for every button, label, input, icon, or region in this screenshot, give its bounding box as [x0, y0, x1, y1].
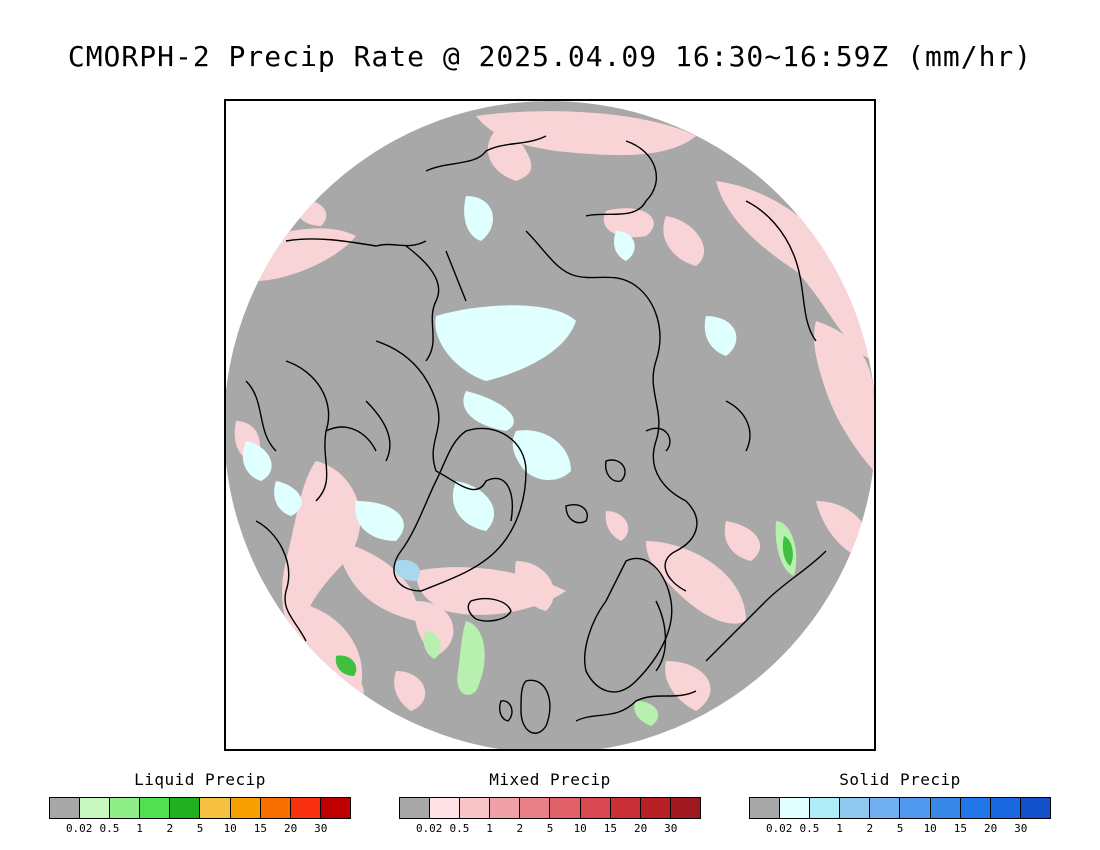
legend-ticks: 0.02 0.5 1 2 5 10 15 20 30: [749, 822, 1051, 836]
legend-swatch: [80, 798, 111, 818]
legend-tick-label: 1: [486, 822, 493, 835]
legend-tick-label: 0.02: [65, 822, 93, 835]
legend-tick-label: 0.5: [99, 822, 120, 835]
legend-tick-label: 10: [923, 822, 937, 835]
legend-swatch: [460, 798, 491, 818]
legend-ticks: 0.02 0.5 1 2 5 10 15 20 30: [399, 822, 701, 836]
legend-tick-label: 20: [283, 822, 298, 835]
legend-title: Solid Precip: [839, 770, 961, 789]
legend-swatch: [520, 798, 551, 818]
legend-tick-label: 15: [253, 822, 268, 835]
legend-swatch: [230, 798, 261, 818]
polar-map-frame: [224, 99, 876, 751]
legend-swatch: [110, 798, 141, 818]
legend-colorbar: [749, 797, 1051, 819]
legend-swatch: [670, 798, 700, 818]
legend-tick-label: 2: [516, 822, 524, 835]
legend-swatch: [140, 798, 171, 818]
legend-swatch: [750, 798, 781, 818]
legend-liquid-precip: Liquid Precip 0.02 0.5 1 2 5 10 15 20 30: [49, 770, 351, 836]
legend-swatch: [320, 798, 350, 818]
legend-tick-label: 1: [136, 822, 143, 835]
legend-tick-label: 0.5: [799, 822, 820, 835]
legend-title: Liquid Precip: [134, 770, 266, 789]
legend-colorbar: [49, 797, 351, 819]
legend-swatch: [900, 798, 931, 818]
legend-swatch: [610, 798, 641, 818]
legend-swatch: [430, 798, 461, 818]
legend-tick-label: 30: [1014, 822, 1028, 835]
legend-swatch: [930, 798, 961, 818]
legend-tick-label: 2: [166, 822, 174, 835]
legend-tick-label: 5: [896, 822, 904, 835]
legend-tick-label: 5: [196, 822, 204, 835]
legend-swatch: [400, 798, 431, 818]
legend-swatch: [810, 798, 841, 818]
legend-swatch: [490, 798, 521, 818]
legend-swatch: [640, 798, 671, 818]
legend-tick-label: 15: [603, 822, 618, 835]
map-title: CMORPH-2 Precip Rate @ 2025.04.09 16:30~…: [67, 40, 1033, 73]
legend-swatch: [990, 798, 1021, 818]
legend-mixed-precip: Mixed Precip 0.02 0.5 1 2 5 10 15 20 30: [399, 770, 701, 836]
legend-tick-label: 10: [573, 822, 587, 835]
legend-ticks: 0.02 0.5 1 2 5 10 15 20 30: [49, 822, 351, 836]
legend-title: Mixed Precip: [489, 770, 611, 789]
legend-swatch: [840, 798, 871, 818]
legend-swatch: [50, 798, 81, 818]
legend-colorbar: [399, 797, 701, 819]
mixed-precip-areas: [234, 111, 874, 711]
legend-tick-label: 20: [633, 822, 648, 835]
legend-swatch: [290, 798, 321, 818]
legend-tick-label: 10: [223, 822, 237, 835]
solid-precip-moderate: [394, 560, 420, 581]
coastlines: [245, 135, 827, 734]
legend-swatch: [170, 798, 201, 818]
legend-tick-label: 5: [546, 822, 554, 835]
liquid-precip-heavy: [335, 536, 793, 676]
legend-tick-label: 2: [866, 822, 874, 835]
legend-solid-precip: Solid Precip 0.02 0.5 1 2 5 10 15 20 30: [749, 770, 1051, 836]
legend-swatch: [780, 798, 811, 818]
legend-tick-label: 20: [983, 822, 998, 835]
solid-precip-areas: [242, 196, 737, 541]
legend-swatch: [1020, 798, 1050, 818]
legend-tick-label: 0.5: [449, 822, 470, 835]
legend-swatch: [580, 798, 611, 818]
legend-swatch: [870, 798, 901, 818]
legend-tick-label: 0.02: [765, 822, 793, 835]
legend-tick-label: 30: [314, 822, 328, 835]
legend-tick-label: 30: [664, 822, 678, 835]
legend-swatch: [260, 798, 291, 818]
polar-map: [226, 101, 874, 749]
legend-tick-label: 15: [953, 822, 968, 835]
legend-tick-label: 1: [836, 822, 843, 835]
legend-swatch: [550, 798, 581, 818]
legend-swatch: [200, 798, 231, 818]
legend-swatch: [960, 798, 991, 818]
legend-tick-label: 0.02: [415, 822, 443, 835]
